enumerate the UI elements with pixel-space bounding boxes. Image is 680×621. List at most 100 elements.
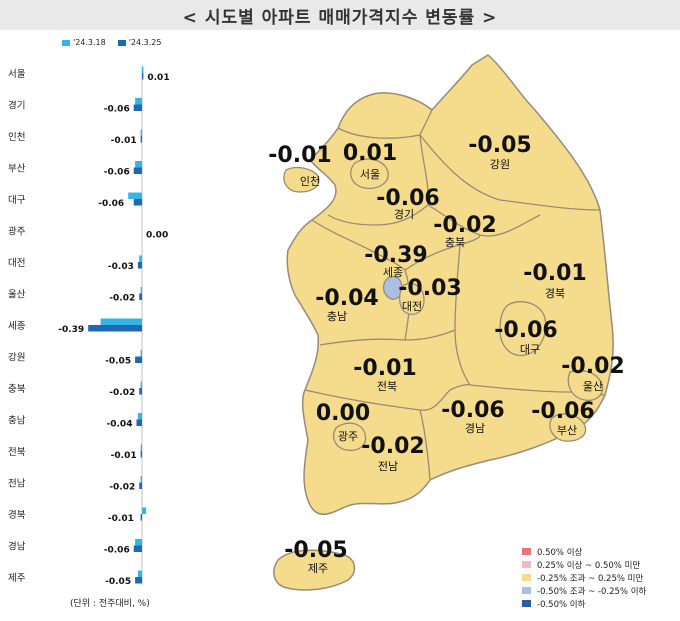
map-value-label: -0.39 <box>364 243 427 268</box>
map-legend-swatch <box>522 587 531 594</box>
bar-data-label: -0.05 <box>105 357 131 367</box>
map-value-label: -0.01 <box>523 261 586 286</box>
bar-prev-week <box>135 161 142 168</box>
bar-category-label: 강원 <box>8 353 25 364</box>
bar-this-week <box>142 73 143 80</box>
map-region-name: 제주 <box>308 562 328 575</box>
bar-prev-week <box>139 256 142 263</box>
bar-prev-week <box>138 571 142 578</box>
bar-prev-week <box>138 413 142 420</box>
bar-prev-week <box>135 98 142 105</box>
map-region-name: 충북 <box>445 236 465 249</box>
bar-data-label: 0.01 <box>147 73 169 83</box>
map-region-name: 대전 <box>402 300 422 313</box>
map-value-label: -0.03 <box>398 276 461 301</box>
bar-this-week <box>134 199 142 206</box>
bar-category-label: 부산 <box>8 164 26 175</box>
bar-category-label: 대전 <box>8 258 25 269</box>
bar-this-week <box>136 420 142 427</box>
bar-data-label: -0.02 <box>109 388 135 398</box>
bar-prev-week <box>141 287 142 294</box>
bar-data-label: -0.06 <box>104 168 130 178</box>
map-legend-swatch <box>522 574 531 581</box>
bar-data-label: -0.02 <box>109 294 135 304</box>
map-region-name: 충남 <box>327 310 347 323</box>
map-legend-label: -0.25% 조과 ~ 0.25% 미만 <box>537 572 643 584</box>
bar-category-label: 전북 <box>8 447 26 458</box>
map-legend-label: 0.50% 이상 <box>537 546 582 558</box>
bar-data-label: -0.05 <box>105 577 131 587</box>
bar-category-label: 울산 <box>8 290 26 301</box>
title-bar: < 시도별 아파트 매매가격지수 변동률 > <box>0 0 680 30</box>
bar-data-label: -0.02 <box>109 483 135 493</box>
map-legend-swatch <box>522 600 531 607</box>
map-region-name: 전남 <box>378 460 398 473</box>
bar-category-label: 경북 <box>8 509 26 521</box>
map-value-label: -0.02 <box>433 213 496 238</box>
bar-this-week <box>141 136 142 143</box>
map-region-name: 대구 <box>520 343 540 356</box>
map-value-label: -0.06 <box>531 399 594 424</box>
bar-category-label: 충남 <box>8 416 26 427</box>
map-region-name: 경기 <box>394 208 414 221</box>
bar-this-week <box>134 546 142 553</box>
map-value-label: -0.05 <box>284 538 347 563</box>
bar-this-week <box>134 105 142 112</box>
bar-category-label: 경남 <box>8 541 26 553</box>
bar-data-label: -0.01 <box>108 514 134 524</box>
bar-prev-week <box>141 382 142 389</box>
map-legend-item: -0.50% 조과 ~ -0.25% 이하 <box>522 584 646 597</box>
map-region-name: 강원 <box>490 158 510 171</box>
bar-data-label: -0.06 <box>104 105 130 115</box>
bar-data-label: -0.01 <box>111 451 137 461</box>
bar-category-label: 광주 <box>8 226 26 238</box>
map-value-label: -0.05 <box>468 133 531 158</box>
map-value-label: -0.02 <box>361 434 424 459</box>
bar-data-label: 0.00 <box>146 231 168 241</box>
bar-prev-week <box>141 476 142 483</box>
map-legend-swatch <box>522 548 531 555</box>
bar-this-week <box>135 577 142 584</box>
map-legend-swatch <box>522 561 531 568</box>
bar-this-week <box>139 388 142 395</box>
unit-note: (단위 : 전주대비, %) <box>70 596 150 609</box>
bar-this-week <box>134 168 142 175</box>
bar-this-week <box>138 262 142 269</box>
bar-prev-week <box>141 445 142 452</box>
bar-prev-week <box>141 130 142 137</box>
bar-data-label: -0.04 <box>107 420 133 430</box>
map-legend-item: -0.25% 조과 ~ 0.25% 미만 <box>522 571 646 584</box>
map-legend-item: 0.25% 이상 ~ 0.50% 미만 <box>522 558 646 571</box>
map-value-label: -0.02 <box>561 354 624 379</box>
bar-this-week <box>139 483 142 490</box>
bar-prev-week <box>101 319 142 326</box>
bar-data-label: -0.06 <box>98 199 124 209</box>
bar-this-week <box>141 451 142 458</box>
bar-this-week <box>135 357 142 364</box>
bar-category-label: 제주 <box>8 573 26 584</box>
map-value-label: -0.06 <box>494 318 557 343</box>
map-region-name: 경남 <box>465 422 485 435</box>
bar-data-label: -0.01 <box>111 136 137 146</box>
bar-category-label: 충북 <box>8 384 26 395</box>
map-value-label: -0.01 <box>353 356 416 381</box>
bar-category-label: 세종 <box>8 321 26 332</box>
bar-prev-week <box>128 193 142 200</box>
bar-this-week <box>141 514 142 521</box>
bar-category-label: 경기 <box>8 100 25 112</box>
map-legend-item: -0.50% 이하 <box>522 597 646 610</box>
map-legend-label: 0.25% 이상 ~ 0.50% 미만 <box>537 559 640 571</box>
map-legend-label: -0.50% 조과 ~ -0.25% 이하 <box>537 585 646 597</box>
bar-category-label: 서울 <box>8 69 26 80</box>
bar-data-label: -0.03 <box>108 262 134 272</box>
bar-category-label: 인천 <box>8 132 25 143</box>
bar-data-label: -0.06 <box>104 546 130 556</box>
map-value-label: 0.01 <box>343 141 397 166</box>
bar-prev-week <box>142 508 146 515</box>
map-region-name: 인천 <box>300 174 320 188</box>
bar-this-week <box>139 294 142 301</box>
